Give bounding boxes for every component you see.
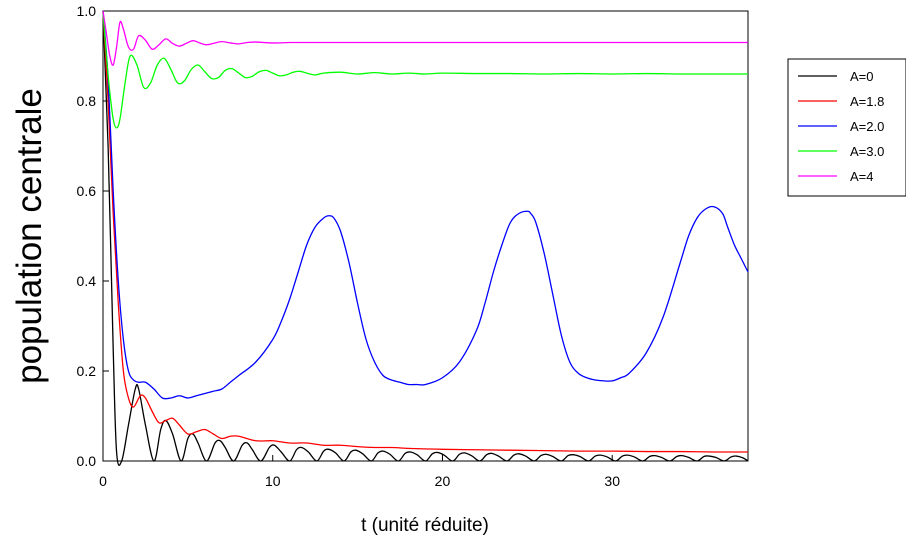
legend-label: A=2.0 bbox=[850, 119, 884, 134]
y-tick-label: 0.8 bbox=[77, 93, 97, 109]
y-tick-label: 0.6 bbox=[77, 183, 97, 199]
plot-frame bbox=[102, 10, 749, 462]
legend-label: A=0 bbox=[850, 69, 874, 84]
x-tick-label: 10 bbox=[265, 473, 281, 489]
y-tick-label: 0.0 bbox=[77, 453, 97, 469]
y-axis-ticks: 0.0 0.2 0.4 0.6 0.8 1.0 bbox=[77, 3, 109, 469]
series-line-3 bbox=[102, 10, 749, 400]
series-line-5 bbox=[102, 10, 748, 66]
series-line-1 bbox=[102, 10, 749, 466]
legend: A=0 A=1.8 A=2.0 A=3.0 A=4 bbox=[787, 58, 906, 197]
x-tick-label: 30 bbox=[604, 473, 620, 489]
legend-label: A=1.8 bbox=[850, 94, 884, 109]
legend-items: A=0 A=1.8 A=2.0 A=3.0 A=4 bbox=[798, 69, 884, 184]
series-line-4 bbox=[102, 10, 748, 129]
x-tick-label: 20 bbox=[435, 473, 451, 489]
legend-label: A=4 bbox=[850, 169, 874, 184]
x-axis-title: t (unité réduite) bbox=[361, 515, 489, 536]
y-axis-title: population centrale bbox=[10, 88, 49, 384]
x-tick-label: 0 bbox=[99, 473, 107, 489]
x-axis-ticks: 0 10 20 30 bbox=[99, 455, 620, 489]
legend-box bbox=[787, 58, 906, 197]
y-tick-label: 0.2 bbox=[77, 363, 97, 379]
series-line-2 bbox=[102, 10, 749, 453]
y-tick-label: 0.4 bbox=[77, 273, 97, 289]
series-lines bbox=[102, 10, 749, 466]
legend-label: A=3.0 bbox=[850, 144, 884, 159]
y-tick-label: 1.0 bbox=[77, 3, 97, 19]
